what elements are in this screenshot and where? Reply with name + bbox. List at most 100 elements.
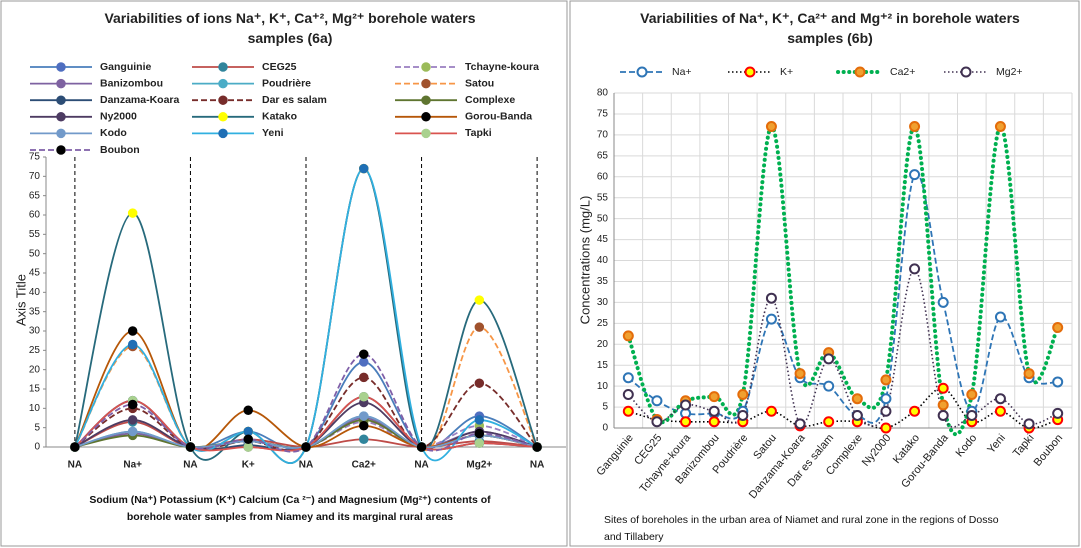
legend-label: Danzama-Koara (100, 94, 180, 106)
y-tick-label: 60 (29, 210, 41, 221)
data-point (243, 426, 253, 437)
x-tick-label: NA (183, 460, 197, 471)
data-point (909, 405, 921, 417)
data-point (765, 292, 777, 304)
data-point (359, 349, 369, 359)
data-point (994, 121, 1006, 132)
legend-label: Complexe (465, 94, 515, 106)
legend-marker (744, 66, 756, 78)
x-tick-label: NA (530, 460, 544, 471)
data-point (474, 415, 485, 425)
series-line (628, 387, 1058, 430)
y-tick-label: 30 (597, 297, 609, 308)
data-point (651, 416, 663, 428)
data-point (937, 296, 949, 308)
data-point (622, 330, 634, 342)
data-point (243, 434, 253, 445)
data-point (794, 418, 806, 430)
data-point (127, 326, 138, 336)
data-point (880, 422, 892, 434)
y-tick-label: 30 (29, 326, 41, 337)
data-point (909, 263, 921, 275)
data-point (966, 409, 978, 421)
data-point (737, 409, 749, 421)
legend-marker (56, 128, 66, 139)
legend-label: Dar es salam (262, 94, 327, 106)
data-point (994, 393, 1006, 405)
legend-marker (218, 112, 228, 122)
data-point (243, 405, 253, 416)
data-point (851, 409, 863, 421)
data-point (1023, 418, 1035, 430)
legend-marker (421, 78, 431, 89)
legend-marker (854, 66, 866, 78)
legend-label: Poudrière (262, 77, 311, 89)
y-tick-label: 65 (29, 190, 41, 201)
y-tick-label: 25 (597, 318, 609, 329)
data-point (1052, 322, 1064, 333)
data-point (359, 420, 369, 431)
x-tick-label: NA (414, 460, 428, 471)
legend-marker (636, 66, 648, 78)
data-point (966, 389, 978, 400)
data-point (359, 434, 369, 445)
data-point (127, 399, 138, 410)
x-tick-label: K+ (242, 460, 255, 471)
data-point (359, 372, 369, 383)
legend-label: Ganguinie (100, 61, 151, 73)
legend-marker (56, 145, 66, 155)
data-point (708, 405, 720, 417)
series-line (74, 353, 538, 453)
y-tick-label: 20 (597, 339, 609, 350)
legend-label: Satou (465, 77, 494, 89)
data-point (622, 372, 634, 384)
legend-marker (421, 62, 431, 72)
y-tick-label: 0 (34, 442, 40, 453)
data-point (937, 382, 949, 394)
data-point (680, 399, 692, 411)
legend-label: K+ (780, 66, 793, 78)
legend-marker (56, 62, 66, 72)
legend-marker (421, 128, 431, 139)
legend-marker (56, 78, 66, 89)
series-line (74, 376, 538, 452)
x-tick-label: Ganguinie (594, 432, 635, 478)
data-point (359, 391, 369, 402)
y-tick-label: 35 (29, 306, 41, 317)
data-point (474, 428, 485, 439)
panel-border (0, 0, 568, 547)
x-tick-label: Tapki (1011, 432, 1037, 459)
data-point (1052, 407, 1064, 419)
data-point (823, 416, 835, 428)
y-tick-label: 55 (597, 192, 609, 203)
data-point (880, 393, 892, 405)
data-point (301, 442, 311, 452)
legend-marker (218, 78, 228, 89)
data-point (127, 208, 138, 218)
y-tick-label: 15 (29, 384, 41, 395)
legend-marker (56, 112, 66, 122)
data-point (737, 389, 749, 400)
x-tick-label: Boubon (1032, 432, 1066, 469)
legend-label: Tchayne-koura (465, 61, 539, 73)
data-point (794, 368, 806, 380)
x-tick-label: NA (299, 460, 313, 471)
y-tick-label: 70 (597, 130, 609, 141)
y-tick-label: 80 (597, 88, 609, 99)
x-tick-label: Na+ (123, 460, 142, 471)
data-point (532, 442, 542, 452)
data-point (359, 163, 369, 174)
x-tick-label: Satou (751, 432, 779, 462)
y-tick-label: 10 (597, 381, 609, 392)
data-point (680, 416, 692, 428)
caption: Sites of boreholes in the urban area of … (604, 514, 999, 543)
y-tick-label: 40 (597, 255, 609, 266)
legend-label: Kodo (100, 127, 127, 139)
data-point (823, 380, 835, 392)
legend-label: Na+ (672, 66, 692, 78)
caption: Sodium (Na⁺) Potassium (K⁺) Calcium (Ca … (89, 494, 491, 523)
x-tick-label: Mg2+ (466, 460, 492, 471)
legend-label: CEG25 (262, 61, 297, 73)
data-point (708, 391, 720, 403)
data-point (359, 357, 369, 367)
